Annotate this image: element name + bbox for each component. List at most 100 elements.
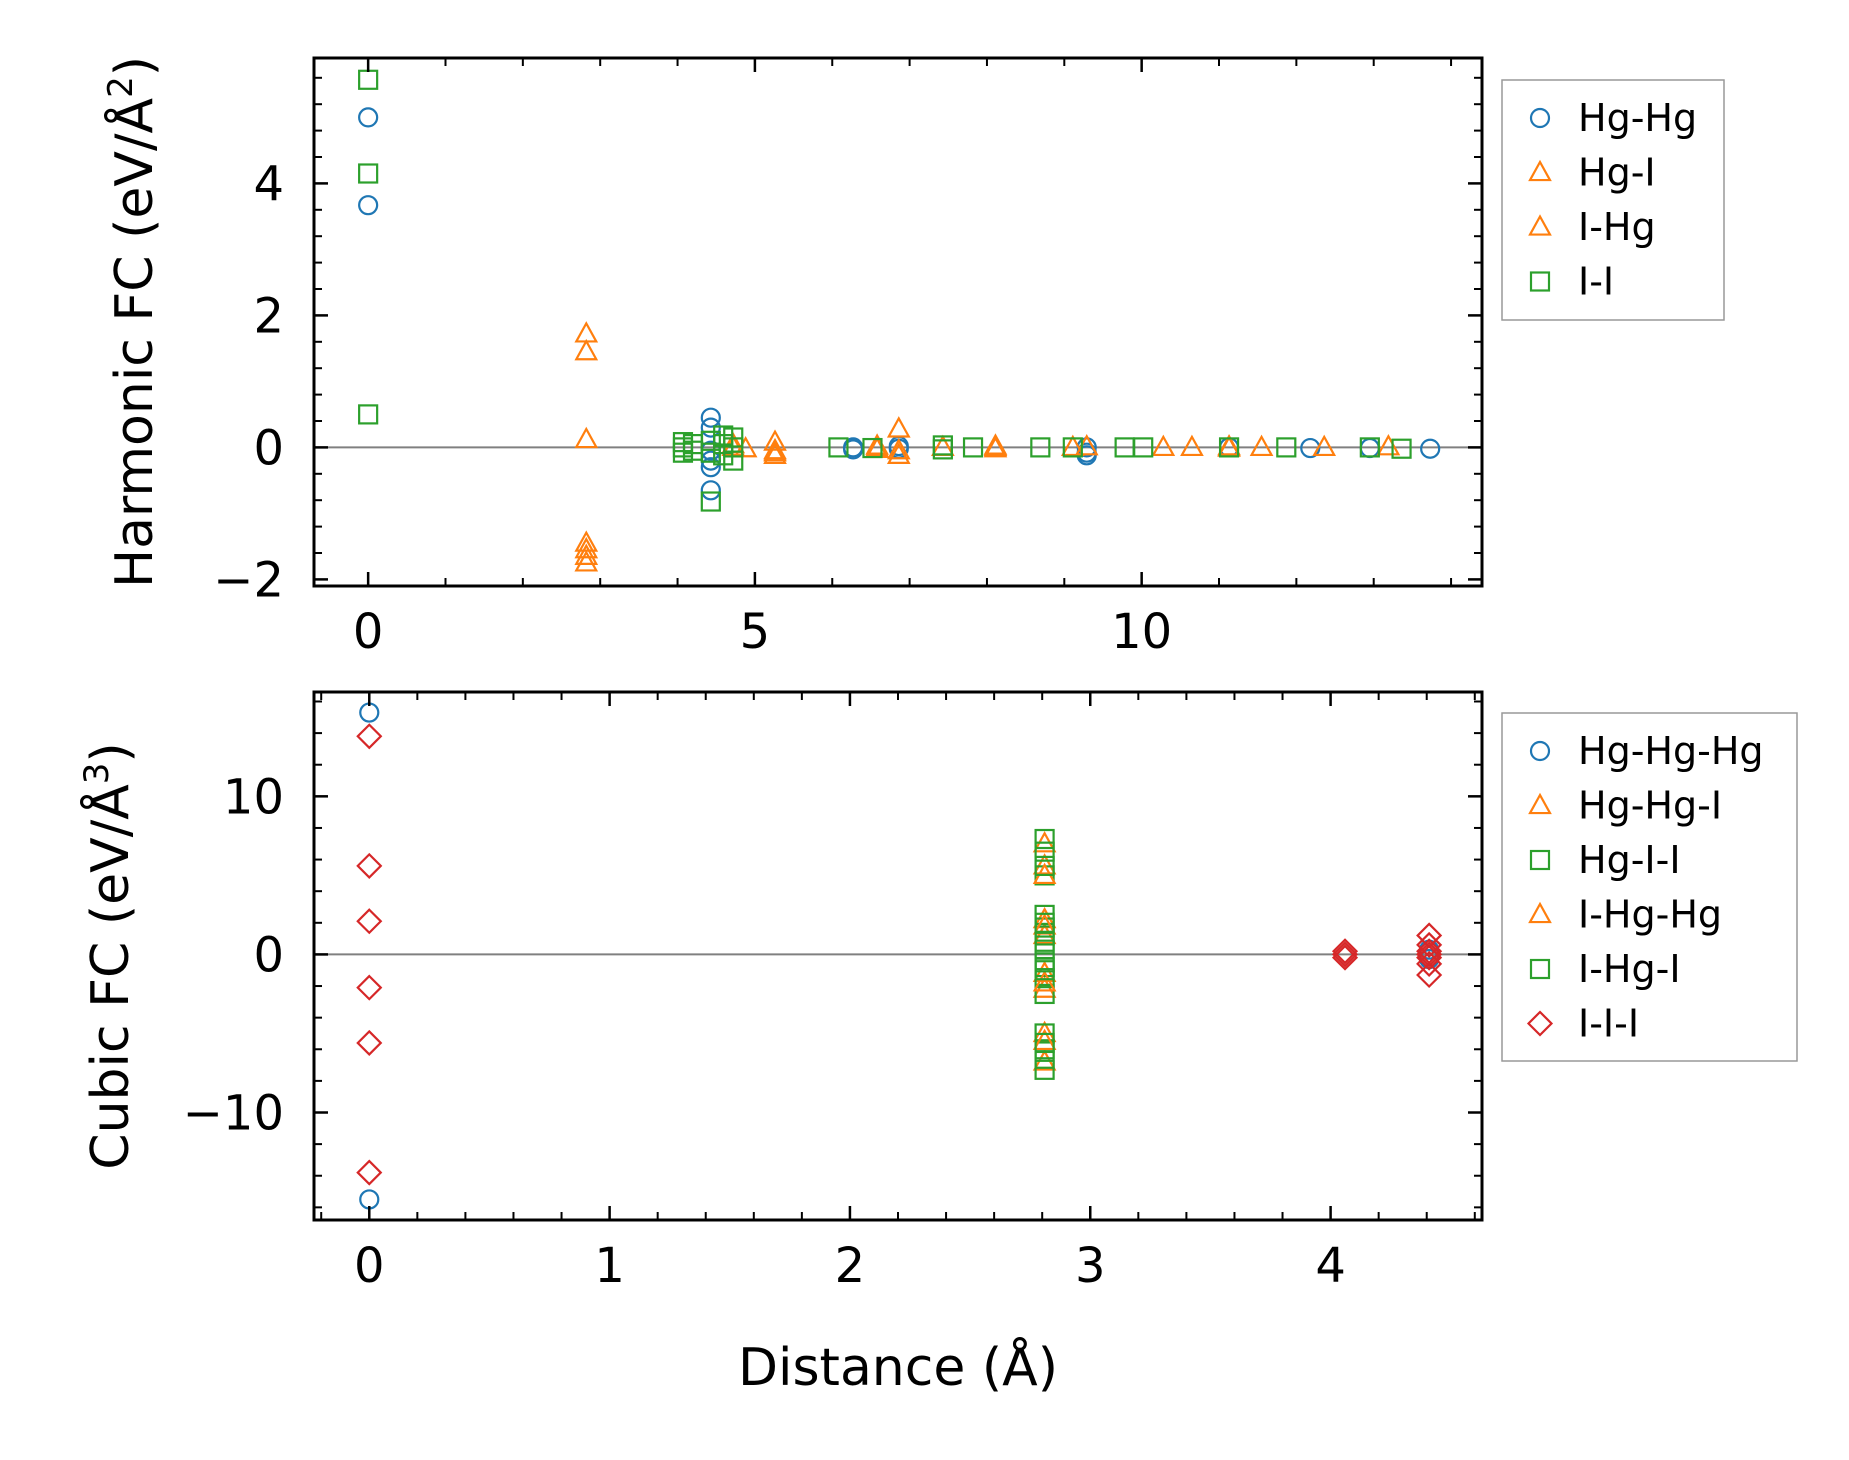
point-hg-i-i xyxy=(1034,828,1055,850)
point-i-i xyxy=(1030,437,1051,458)
point-i-hg-hg xyxy=(1032,970,1057,992)
point-hg-i xyxy=(1060,434,1085,457)
point-i-i-i xyxy=(356,1029,383,1057)
point-hg-i xyxy=(574,338,599,361)
legend-entry: Hg-Hg-Hg xyxy=(1578,729,1764,773)
point-i-i-i xyxy=(356,723,383,750)
y-tick-label: 4 xyxy=(253,156,284,212)
point-i-i-i xyxy=(1416,961,1443,989)
point-i-i xyxy=(1218,437,1240,458)
legend-marker xyxy=(1529,271,1551,292)
point-i-i-i xyxy=(356,974,383,1001)
point-i-i xyxy=(358,163,379,184)
legend-entry: Hg-Hg-I xyxy=(1578,784,1722,828)
point-hg-i xyxy=(574,536,599,559)
point-hg-i xyxy=(1151,434,1176,457)
point-hg-i xyxy=(886,437,911,460)
data-markers xyxy=(358,69,1441,572)
y-axis-label-main: Cubic FC (eV/Å xyxy=(79,784,141,1170)
y-tick-label: 0 xyxy=(253,927,284,983)
point-i-i xyxy=(700,430,721,451)
y-tick-label: 0 xyxy=(253,420,284,476)
point-i-i-i xyxy=(356,908,383,935)
point-hg-hg xyxy=(700,480,721,501)
point-i-hg xyxy=(763,437,787,460)
legend-marker xyxy=(1528,159,1552,182)
legend-entry: I-Hg-I xyxy=(1578,947,1681,991)
legend-entry: I-Hg-Hg xyxy=(1578,893,1722,937)
point-i-i-i xyxy=(1416,931,1443,958)
point-hg-i xyxy=(1249,434,1274,457)
point-i-i xyxy=(700,491,721,512)
point-hg-i xyxy=(886,442,911,464)
point-i-hg-i xyxy=(1034,855,1055,876)
legend-marker xyxy=(1528,901,1552,924)
x-tick-label: 2 xyxy=(835,1238,866,1294)
point-hg-hg-i xyxy=(1032,853,1057,875)
y-axis-label-close: ) xyxy=(105,56,165,76)
point-hg-i xyxy=(1312,434,1337,457)
point-i-i xyxy=(1276,437,1297,458)
legend: Hg-Hg-Hg Hg-Hg-I Hg-I-I I-Hg-Hg I-Hg-I I-I-I xyxy=(1501,712,1798,1062)
x-axis-label: Distance (Å) xyxy=(738,1336,1058,1398)
y-tick-label: 2 xyxy=(253,288,284,344)
legend-entry: Hg-Hg xyxy=(1578,96,1697,140)
point-hg-i xyxy=(886,416,911,438)
point-i-i-i xyxy=(356,852,383,879)
legend-marker xyxy=(1529,740,1551,762)
point-i-i-i xyxy=(1331,944,1359,971)
point-hg-i xyxy=(763,429,787,451)
legend-box xyxy=(1501,712,1798,1062)
point-i-i-i xyxy=(1331,941,1359,968)
point-i-i xyxy=(962,437,984,458)
point-i-i-i xyxy=(1416,944,1443,971)
point-i-hg-i xyxy=(1034,931,1055,952)
point-hg-hg xyxy=(358,107,379,128)
point-i-i xyxy=(1391,438,1412,459)
legend-marker xyxy=(1526,1010,1554,1037)
point-i-hg-i xyxy=(1034,1032,1055,1054)
point-i-i xyxy=(723,450,744,471)
point-hg-hg xyxy=(1420,438,1441,459)
y-axis-label: Harmonic FC (eV/Å2) xyxy=(101,56,165,588)
point-hg-i xyxy=(574,426,599,449)
point-hg-i xyxy=(574,543,599,565)
legend-entry: I-Hg xyxy=(1578,205,1656,249)
point-i-i xyxy=(723,437,744,458)
y-tick-label: 10 xyxy=(223,769,284,825)
x-tick-label: 5 xyxy=(740,604,771,660)
point-i-i xyxy=(358,404,379,425)
point-i-i-i xyxy=(1416,941,1443,968)
legend-entry: I-I-I xyxy=(1578,1002,1639,1046)
point-hg-i-i xyxy=(1034,1059,1055,1080)
legend-box xyxy=(1501,79,1725,321)
point-hg-i xyxy=(574,550,599,572)
point-i-i xyxy=(1062,437,1083,458)
point-i-i xyxy=(1359,437,1380,458)
legend-marker xyxy=(1529,849,1551,871)
y-axis-label-close: ) xyxy=(81,742,141,762)
legend-marker xyxy=(1528,214,1552,236)
point-i-i-i xyxy=(356,1159,383,1186)
point-hg-hg xyxy=(700,457,721,478)
point-i-i xyxy=(932,439,953,460)
point-i-hg xyxy=(983,434,1008,457)
point-hg-hg xyxy=(700,407,721,428)
point-i-i-i xyxy=(1416,950,1443,977)
legend-entry: Hg-I xyxy=(1578,151,1656,195)
x-tick-label: 1 xyxy=(594,1238,625,1294)
point-hg-i xyxy=(1180,434,1204,457)
legend-entry: I-I xyxy=(1578,260,1614,304)
x-tick-label: 0 xyxy=(353,604,384,660)
y-tick-label: −10 xyxy=(183,1086,284,1142)
y-axis-label-superscript: 3 xyxy=(77,763,117,785)
point-i-hg-hg xyxy=(1032,1028,1057,1051)
y-axis-label-superscript: 2 xyxy=(101,76,141,98)
plot-frame xyxy=(312,56,1484,588)
legend-entry: Hg-I-I xyxy=(1578,838,1681,882)
legend-marker xyxy=(1529,107,1551,129)
y-axis-label: Cubic FC (eV/Å3) xyxy=(77,742,141,1169)
